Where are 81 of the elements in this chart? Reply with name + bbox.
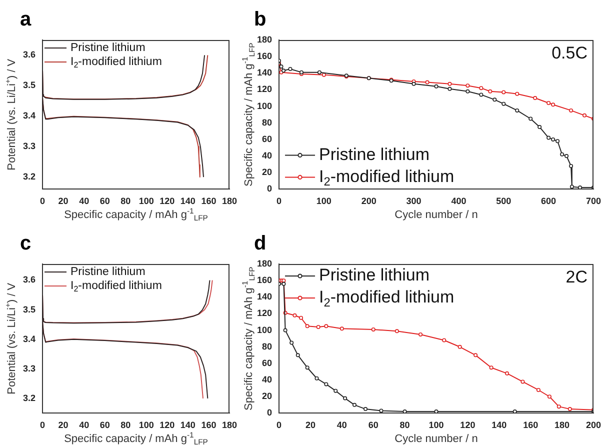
x-tick-label: 140: [180, 420, 196, 430]
x-axis-title: Cycle number / n: [394, 209, 478, 222]
x-tick-label: 20: [305, 420, 316, 430]
x-tick-label: 0: [40, 420, 46, 430]
y-tick-label: 60: [262, 358, 272, 368]
x-tick-label: 200: [586, 420, 602, 430]
x-tick-label: 500: [496, 196, 512, 206]
y-tick-label: 140: [256, 292, 272, 302]
x-tick-label: 100: [428, 420, 444, 430]
x-tick-label: 300: [406, 196, 422, 206]
x-tick-label: 20: [58, 420, 68, 430]
x-tick-label: 80: [120, 420, 131, 430]
x-tick-label: 180: [222, 196, 238, 206]
chart-title: c: [20, 232, 32, 255]
y-tick-label: 3.5: [22, 80, 36, 90]
x-tick-label: 400: [451, 196, 466, 206]
x-tick-label: 100: [316, 196, 332, 206]
y-tick-label: 160: [256, 51, 272, 62]
y-tick-label: 20: [262, 391, 272, 402]
y-tick-label: 3.2: [22, 172, 36, 182]
x-tick-label: 40: [79, 196, 90, 206]
x-tick-label: 0: [40, 196, 46, 206]
y-tick-label: 20: [262, 167, 272, 178]
y-tick-label: 120: [256, 308, 272, 318]
x-tick-label: 120: [160, 420, 175, 430]
y-tick-label: 60: [262, 134, 272, 144]
legend-label: Pristine lithium: [70, 266, 146, 278]
legend-label: Pristine lithium: [70, 42, 146, 54]
chart-title: b: [254, 8, 266, 31]
x-tick-label: 700: [586, 196, 602, 206]
y-tick-label: 3.5: [22, 304, 36, 314]
chart-title: a: [20, 8, 32, 31]
x-tick-label: 40: [336, 420, 347, 430]
y-tick-label: 3.6: [22, 50, 36, 60]
chart-title: d: [254, 232, 266, 255]
y-tick-label: 3.4: [22, 110, 36, 121]
y-tick-label: 40: [262, 150, 272, 161]
y-tick-label: 80: [262, 117, 272, 128]
x-tick-label: 100: [138, 196, 154, 206]
x-tick-label: 140: [180, 196, 196, 206]
legend-label: Pristine lithium: [319, 266, 430, 285]
x-tick-label: 80: [120, 196, 131, 206]
x-tick-label: 140: [492, 420, 507, 430]
x-tick-label: 200: [361, 196, 376, 206]
x-tick-label: 180: [222, 420, 238, 430]
y-tick-label: 0: [267, 184, 272, 194]
y-tick-label: 180: [256, 34, 272, 44]
x-tick-label: 120: [460, 420, 476, 430]
x-tick-label: 60: [100, 420, 110, 430]
x-tick-label: 600: [541, 196, 556, 206]
x-tick-label: 120: [160, 196, 175, 206]
y-tick-label: 140: [256, 68, 272, 78]
annotation: 0.5C: [552, 44, 588, 63]
x-tick-label: 40: [79, 420, 90, 430]
legend-label: Pristine lithium: [319, 144, 430, 164]
y-tick-label: 3.6: [22, 274, 36, 285]
x-tick-label: 100: [138, 420, 154, 430]
y-tick-label: 3.4: [22, 334, 36, 344]
x-tick-label: 160: [201, 196, 216, 206]
x-tick-label: 0: [276, 420, 282, 430]
annotation: 2C: [566, 268, 588, 287]
x-tick-label: 80: [400, 420, 410, 430]
y-tick-label: 3.3: [22, 141, 36, 152]
x-tick-label: 60: [100, 196, 110, 206]
y-tick-label: 3.3: [22, 363, 36, 374]
y-tick-label: 40: [262, 374, 272, 385]
x-tick-label: 0: [276, 196, 282, 206]
x-tick-label: 160: [201, 420, 216, 430]
y-tick-label: 3.2: [22, 392, 36, 403]
x-tick-label: 60: [368, 420, 378, 430]
y-tick-label: 80: [262, 341, 272, 352]
x-tick-label: 160: [523, 420, 538, 430]
y-tick-label: 100: [256, 324, 272, 335]
x-tick-label: 180: [554, 420, 570, 430]
x-axis-title: Cycle number / n: [394, 433, 478, 446]
x-tick-label: 20: [58, 196, 68, 206]
y-tick-label: 100: [256, 100, 272, 111]
y-tick-label: 180: [256, 258, 272, 268]
y-tick-label: 0: [267, 408, 272, 418]
y-tick-label: 120: [256, 84, 272, 94]
y-tick-label: 160: [256, 275, 272, 286]
